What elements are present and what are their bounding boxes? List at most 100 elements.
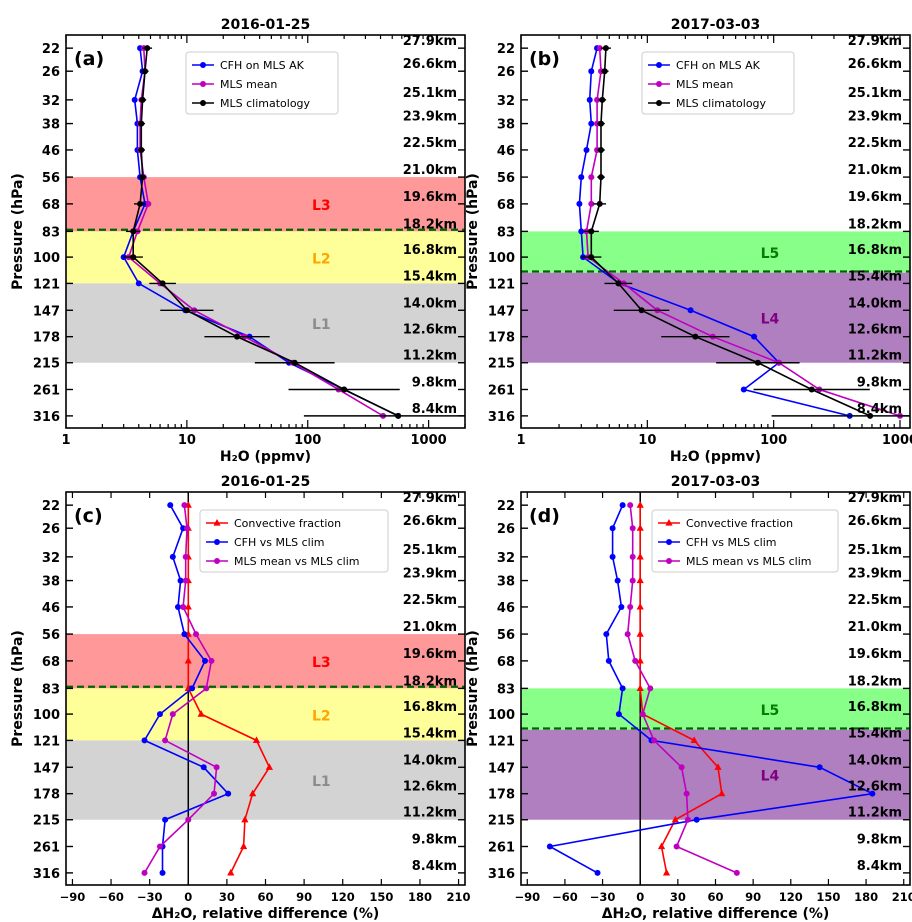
legend-entry: MLS mean vs MLS clim (686, 555, 812, 568)
altitude-label: 14.0km (403, 753, 457, 768)
data-point (142, 737, 148, 743)
altitude-label: 14.0km (403, 296, 457, 311)
x-tick-label: 150 (816, 890, 840, 904)
data-point (755, 360, 761, 366)
data-point (751, 334, 757, 340)
data-point (595, 870, 601, 876)
data-point (610, 525, 616, 531)
data-point (741, 386, 747, 392)
altitude-label: 18.2km (403, 217, 457, 232)
y-tick-label: 26 (42, 522, 60, 537)
data-point (138, 121, 144, 127)
legend: CFH on MLS AK MLS mean MLS climatology (642, 52, 794, 114)
data-point (185, 817, 191, 823)
y-tick-label: 32 (42, 551, 60, 566)
y-tick-label: 147 (33, 761, 60, 776)
altitude-label: 12.6km (403, 323, 457, 338)
altitude-label: 9.8km (412, 832, 457, 847)
data-point (685, 817, 691, 823)
chart-panel-1: L5L42227.9km2626.6km3225.1km3823.9km4622… (465, 17, 912, 465)
x-tick-label: −60 (552, 890, 578, 904)
data-point (137, 201, 143, 207)
altitude-label: 9.8km (412, 375, 457, 390)
chart-title: 2017-03-03 (671, 474, 761, 490)
legend-entry: Convective fraction (686, 517, 793, 530)
legend-entry: CFH on MLS AK (676, 59, 761, 72)
data-point (647, 685, 653, 691)
altitude-label: 11.2km (403, 806, 457, 821)
data-point (588, 254, 594, 260)
data-point (603, 45, 609, 51)
altitude-label: 21.0km (848, 163, 902, 178)
altitude-label: 26.6km (848, 514, 902, 529)
legend-entry: Convective fraction (234, 517, 341, 530)
data-point (640, 711, 646, 717)
y-tick-label: 68 (42, 655, 60, 670)
y-tick-label: 178 (33, 788, 60, 803)
data-point (140, 97, 146, 103)
y-tick-label: 26 (42, 65, 60, 80)
data-point (145, 201, 151, 207)
y-tick-label: 32 (42, 94, 60, 109)
band-label-L5: L5 (761, 703, 780, 719)
chart-panel-0: L3L2L12227.9km2626.6km3225.1km3823.9km46… (10, 17, 492, 465)
legend-swatch-marker (666, 558, 672, 564)
x-tick-label: 1000 (411, 433, 447, 448)
altitude-label: 19.6km (403, 190, 457, 205)
y-tick-label: 215 (488, 814, 515, 829)
data-point (637, 524, 644, 531)
data-point (167, 502, 173, 508)
x-tick-label: −30 (137, 890, 163, 904)
altitude-label: 15.4km (403, 726, 457, 741)
band-label-L3: L3 (312, 655, 331, 671)
y-tick-label: 147 (488, 761, 515, 776)
altitude-label: 25.1km (848, 86, 902, 101)
data-point (679, 764, 685, 770)
altitude-label: 11.2km (403, 349, 457, 364)
legend-entry: MLS climatology (220, 97, 311, 110)
x-axis-label: H₂O (ppmv) (670, 449, 761, 465)
data-point (578, 228, 584, 234)
y-tick-label: 261 (488, 383, 515, 398)
data-point (809, 386, 815, 392)
data-point (181, 502, 187, 508)
y-tick-label: 38 (42, 118, 60, 133)
y-tick-label: 261 (33, 383, 60, 398)
data-point (160, 870, 166, 876)
y-tick-label: 178 (33, 331, 60, 346)
x-tick-label: 0 (184, 890, 192, 904)
legend-entry: MLS climatology (676, 97, 767, 110)
y-tick-label: 46 (42, 144, 60, 159)
y-tick-label: 316 (33, 867, 60, 882)
y-tick-label: 22 (497, 42, 515, 57)
data-point (688, 307, 694, 313)
data-point (189, 685, 195, 691)
y-tick-label: 261 (488, 840, 515, 855)
data-point (620, 685, 626, 691)
band-label-L2: L2 (312, 708, 331, 724)
data-point (651, 737, 657, 743)
data-point (610, 554, 616, 560)
altitude-label: 25.1km (403, 543, 457, 558)
x-tick-label: 100 (294, 433, 321, 448)
data-point (692, 334, 698, 340)
x-axis-label: ΔH₂O, relative difference (%) (152, 906, 380, 922)
altitude-label: 8.4km (857, 859, 902, 874)
chart-title: 2017-03-03 (671, 17, 761, 33)
legend-entry: CFH vs MLS clim (686, 536, 777, 549)
legend-swatch-marker (656, 62, 662, 68)
data-point (142, 68, 148, 74)
legend: CFH on MLS AKMLS meanMLS climatology (186, 52, 338, 114)
data-point (599, 97, 605, 103)
data-point (588, 174, 594, 180)
data-point (637, 630, 644, 637)
legend-swatch-marker (666, 539, 672, 545)
chart-panel-3: L5L42227.9km2626.6km3225.1km3823.9km4622… (465, 474, 912, 922)
y-tick-label: 316 (33, 410, 60, 425)
y-tick-label: 46 (42, 601, 60, 616)
altitude-label: 23.9km (403, 110, 457, 125)
legend-entry: MLS mean (676, 78, 733, 91)
altitude-label: 25.1km (403, 86, 457, 101)
data-point (598, 121, 604, 127)
altitude-label: 22.5km (848, 136, 902, 151)
